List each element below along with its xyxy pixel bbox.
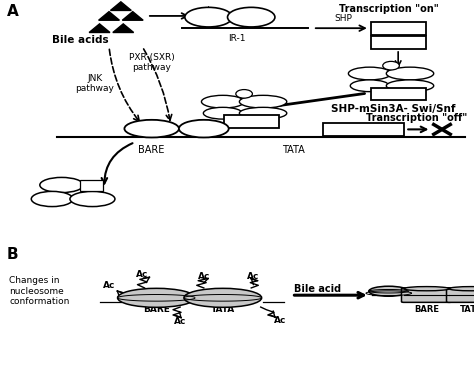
Text: CBP: CBP: [44, 195, 61, 204]
Ellipse shape: [185, 7, 232, 27]
Ellipse shape: [239, 95, 287, 108]
Text: Ac: Ac: [103, 282, 115, 290]
Ellipse shape: [70, 192, 115, 207]
Text: Ac: Ac: [174, 317, 186, 326]
Text: SHP: SHP: [335, 14, 353, 23]
Polygon shape: [89, 24, 110, 32]
Text: Ac: Ac: [247, 271, 260, 280]
Text: Bile acids: Bile acids: [52, 35, 109, 46]
Text: p300: p300: [51, 181, 72, 190]
Text: JNK
pathway: JNK pathway: [75, 74, 114, 93]
Text: PXR (SXR)
pathway: PXR (SXR) pathway: [129, 53, 174, 72]
Text: BARE: BARE: [143, 305, 170, 314]
Ellipse shape: [179, 120, 229, 138]
Text: Changes in
nucleosome
conformation: Changes in nucleosome conformation: [9, 276, 70, 306]
Text: SHP: SHP: [240, 116, 263, 127]
Text: FXR: FXR: [199, 13, 219, 21]
FancyBboxPatch shape: [371, 22, 426, 35]
Text: Transcription "on": Transcription "on": [339, 4, 438, 14]
Text: SHP: SHP: [387, 89, 410, 99]
Text: Transcription "off": Transcription "off": [366, 113, 468, 123]
Ellipse shape: [386, 80, 434, 92]
Text: CYP7A1: CYP7A1: [344, 125, 383, 134]
Text: Ac: Ac: [198, 271, 210, 280]
Text: BARE: BARE: [414, 305, 439, 314]
Text: Bile acid: Bile acid: [294, 284, 341, 294]
FancyBboxPatch shape: [323, 123, 404, 135]
Ellipse shape: [201, 95, 244, 108]
Text: SHP: SHP: [387, 37, 410, 47]
Text: B: B: [7, 247, 19, 262]
Text: Ac: Ac: [273, 316, 286, 325]
Text: TATA: TATA: [210, 305, 235, 314]
Text: TATA: TATA: [460, 305, 474, 314]
Polygon shape: [113, 24, 134, 32]
FancyBboxPatch shape: [371, 88, 426, 100]
Ellipse shape: [449, 287, 474, 291]
Ellipse shape: [383, 61, 400, 70]
Text: HDACs: HDACs: [397, 69, 423, 78]
Text: SHP-mSin3A- Swi/Snf: SHP-mSin3A- Swi/Snf: [331, 104, 456, 114]
Text: IR-1: IR-1: [228, 34, 246, 43]
Text: ?: ?: [389, 61, 393, 70]
Polygon shape: [122, 12, 143, 20]
Text: Brm: Brm: [362, 81, 377, 90]
Text: TATA: TATA: [283, 145, 305, 155]
Ellipse shape: [125, 120, 179, 138]
Ellipse shape: [386, 67, 434, 80]
FancyBboxPatch shape: [371, 36, 426, 49]
Ellipse shape: [228, 7, 275, 27]
Text: SRC-1: SRC-1: [80, 195, 105, 204]
Text: ?: ?: [242, 89, 246, 98]
Ellipse shape: [239, 107, 287, 119]
FancyBboxPatch shape: [401, 288, 452, 302]
FancyBboxPatch shape: [80, 180, 103, 191]
Ellipse shape: [118, 288, 195, 307]
Ellipse shape: [369, 286, 409, 296]
Text: BAFs: BAFs: [213, 97, 232, 106]
Text: mSIn3A: mSIn3A: [395, 81, 425, 90]
Ellipse shape: [348, 67, 391, 80]
Text: BARE: BARE: [138, 145, 165, 155]
Text: Ac: Ac: [136, 270, 148, 279]
Ellipse shape: [40, 178, 83, 193]
Text: SHP: SHP: [387, 23, 410, 33]
Ellipse shape: [31, 192, 73, 207]
Text: HDACs: HDACs: [250, 97, 276, 106]
FancyBboxPatch shape: [447, 288, 474, 302]
Ellipse shape: [184, 288, 262, 307]
Ellipse shape: [203, 107, 242, 119]
Polygon shape: [99, 12, 119, 20]
Ellipse shape: [236, 90, 252, 98]
Ellipse shape: [350, 80, 389, 92]
Text: mSIn3A: mSIn3A: [248, 109, 278, 118]
Text: LRH-1: LRH-1: [190, 124, 218, 133]
Text: BAFs: BAFs: [360, 69, 379, 78]
Polygon shape: [110, 2, 131, 11]
Text: RXR: RXR: [241, 13, 262, 21]
Ellipse shape: [404, 287, 449, 291]
Text: Brm: Brm: [215, 109, 230, 118]
Text: ?: ?: [89, 181, 94, 190]
Text: A: A: [7, 4, 19, 19]
Text: HNF-4: HNF-4: [137, 124, 166, 133]
FancyBboxPatch shape: [224, 115, 279, 128]
